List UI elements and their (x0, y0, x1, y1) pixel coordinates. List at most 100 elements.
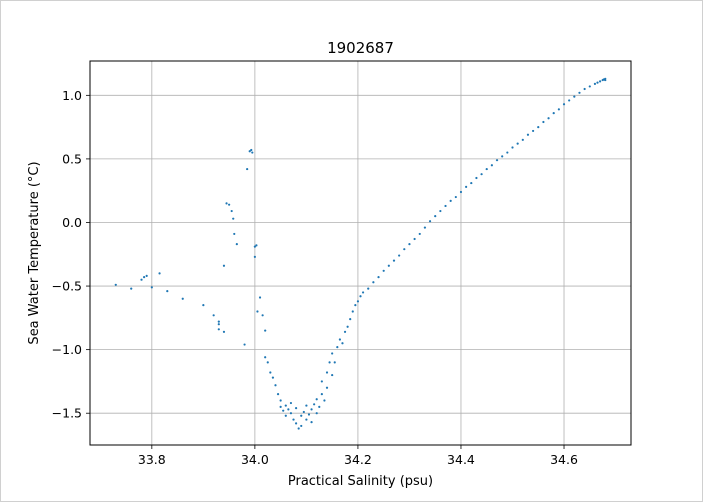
data-point (382, 269, 385, 272)
data-point (222, 264, 226, 267)
data-point (225, 202, 228, 205)
data-point (166, 290, 169, 293)
data-point (526, 133, 530, 136)
data-point (158, 272, 161, 275)
data-point (392, 259, 396, 262)
data-point (336, 345, 339, 349)
plot-frame (89, 60, 632, 446)
data-point (372, 281, 375, 284)
data-point (323, 399, 326, 402)
data-point (354, 304, 357, 307)
y-tick-label: −1.5 (52, 406, 82, 421)
data-point (331, 373, 334, 377)
data-point (552, 112, 555, 115)
grid-lines (90, 61, 631, 445)
data-point (328, 361, 331, 364)
data-point (602, 78, 605, 81)
data-point (501, 155, 504, 158)
data-point (310, 421, 313, 424)
data-point (235, 242, 238, 246)
x-tick-label: 34.2 (344, 452, 372, 467)
data-point (593, 82, 597, 85)
data-point (359, 295, 362, 298)
x-tick-label: 34.4 (447, 452, 475, 467)
data-point (475, 176, 478, 180)
data-point (428, 220, 432, 223)
data-point (403, 248, 406, 251)
x-tick-label: 34.6 (550, 452, 578, 467)
data-point (222, 330, 226, 333)
data-point (542, 120, 545, 124)
data-point (289, 412, 293, 415)
data-point (269, 371, 272, 374)
data-point (255, 244, 258, 247)
y-axis-ticks: 1.0 0.5 0.0 −0.5 −1.0 −1.5 (52, 88, 90, 421)
data-point (598, 80, 602, 83)
data-point (253, 245, 256, 248)
x-tick-label: 34.0 (241, 452, 269, 467)
x-axis-ticks: 33.8 34.0 34.2 34.4 34.6 (138, 445, 578, 467)
data-point (532, 129, 535, 133)
data-point (266, 361, 269, 364)
data-point (143, 276, 146, 279)
data-point (331, 352, 334, 355)
data-point (202, 304, 205, 307)
data-point (387, 264, 390, 267)
data-point (377, 276, 380, 279)
data-point (439, 209, 442, 213)
data-point (246, 167, 249, 171)
data-point (217, 328, 220, 331)
y-tick-label: −0.5 (52, 279, 82, 294)
data-point (343, 330, 347, 333)
y-tick-label: −1.0 (52, 342, 82, 357)
data-point (310, 408, 313, 411)
data-point (253, 255, 256, 258)
data-point (228, 203, 231, 206)
data-point (338, 338, 341, 341)
data-point (588, 85, 591, 88)
data-point (243, 343, 246, 346)
data-point (287, 408, 290, 411)
data-point (480, 173, 483, 176)
data-point (568, 99, 571, 102)
data-point (300, 414, 303, 417)
data-point (356, 300, 360, 303)
x-axis-label: Practical Salinity (psu) (288, 474, 433, 489)
chart-title: 1902687 (327, 39, 394, 57)
data-point (318, 405, 321, 408)
data-point (289, 401, 293, 405)
y-tick-label: 1.0 (62, 88, 82, 103)
data-point (130, 287, 133, 290)
data-point (313, 403, 316, 406)
x-tick-label: 33.8 (138, 452, 166, 467)
data-point (145, 274, 148, 277)
data-point (232, 217, 235, 220)
data-point (284, 404, 287, 407)
data-point (361, 291, 365, 294)
data-point (485, 167, 488, 171)
data-point (279, 399, 282, 402)
data-point (367, 287, 370, 290)
data-point (233, 232, 236, 236)
data-point (434, 215, 437, 218)
data-point (333, 361, 336, 364)
data-point (418, 232, 421, 236)
data-point (315, 398, 318, 401)
data-point (217, 323, 220, 326)
data-point (516, 142, 519, 145)
data-point (573, 95, 576, 98)
data-point (351, 310, 354, 313)
data-point (465, 185, 468, 188)
data-point (413, 237, 416, 241)
data-point (305, 404, 308, 407)
data-point (217, 320, 220, 323)
data-point (454, 195, 457, 199)
data-point (264, 356, 267, 359)
data-point (300, 424, 303, 428)
data-point (320, 393, 323, 396)
data-point (320, 380, 323, 383)
data-point (114, 283, 117, 286)
data-point (274, 384, 277, 387)
